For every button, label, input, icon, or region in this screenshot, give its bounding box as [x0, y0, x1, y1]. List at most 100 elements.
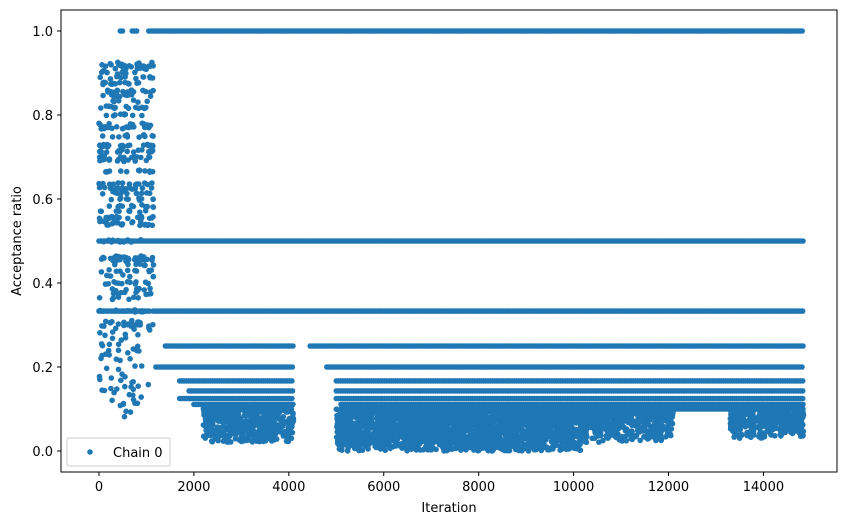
data-point	[138, 237, 144, 243]
data-point	[98, 69, 105, 76]
data-point	[101, 153, 108, 159]
data-point	[127, 409, 134, 415]
data-point	[108, 239, 115, 245]
data-point	[134, 65, 141, 72]
data-point	[108, 196, 115, 203]
data-point	[100, 254, 106, 261]
data-point	[128, 124, 134, 130]
data-point	[113, 307, 119, 314]
data-point	[106, 203, 113, 209]
data-point	[250, 428, 257, 434]
data-point	[110, 290, 117, 297]
data-point	[141, 180, 148, 186]
data-point	[228, 407, 235, 414]
data-point	[125, 350, 131, 356]
data-point	[254, 408, 261, 414]
data-point	[124, 237, 131, 243]
data-point	[98, 355, 104, 362]
data-point	[289, 395, 295, 402]
data-point	[270, 437, 277, 443]
data-point	[203, 414, 209, 421]
data-point	[272, 409, 279, 416]
data-point	[147, 285, 153, 292]
data-point	[118, 168, 124, 174]
data-point	[122, 111, 129, 118]
data-point	[289, 388, 296, 394]
data-point	[116, 134, 122, 140]
data-point	[138, 196, 145, 202]
data-point	[252, 413, 258, 420]
data-point	[109, 134, 116, 140]
data-point	[100, 79, 106, 86]
data-point	[149, 222, 156, 229]
data-point	[115, 341, 122, 348]
data-point	[114, 185, 121, 191]
data-point	[138, 394, 144, 400]
data-point	[97, 143, 104, 150]
data-point	[101, 184, 108, 191]
data-point	[103, 365, 110, 372]
data-point	[143, 291, 149, 298]
data-point	[106, 103, 113, 110]
data-point	[290, 343, 296, 349]
data-point	[150, 133, 156, 139]
data-point	[113, 208, 120, 214]
data-point	[799, 378, 806, 384]
data-point	[113, 213, 120, 220]
data-point	[202, 422, 208, 428]
data-point	[136, 348, 142, 354]
data-point	[106, 341, 113, 348]
data-point	[103, 143, 109, 149]
data-point	[150, 204, 156, 210]
data-point	[109, 397, 115, 404]
data-point	[97, 376, 103, 383]
data-point	[115, 98, 122, 104]
data-point	[115, 156, 122, 163]
data-point	[115, 61, 122, 68]
data-point	[126, 185, 133, 191]
data-point	[204, 432, 211, 439]
data-point	[150, 196, 156, 203]
data-point	[121, 413, 128, 420]
data-point	[134, 154, 140, 160]
data-point	[242, 408, 248, 415]
data-point	[127, 273, 133, 280]
data-point	[128, 202, 135, 209]
data-point	[104, 272, 110, 279]
data-point	[127, 356, 133, 362]
data-point	[130, 386, 137, 393]
data-point	[122, 331, 129, 338]
data-point	[146, 153, 152, 160]
data-point	[218, 410, 224, 417]
data-point	[98, 208, 105, 215]
data-point	[223, 417, 229, 424]
data-point	[234, 414, 241, 420]
data-point	[133, 190, 140, 197]
data-point	[99, 342, 106, 349]
data-point	[124, 279, 131, 285]
data-point	[212, 435, 219, 442]
data-point	[97, 330, 103, 336]
data-point	[96, 148, 103, 155]
data-point	[142, 208, 149, 214]
data-point	[125, 261, 131, 268]
data-point	[106, 267, 112, 273]
data-point	[123, 254, 129, 261]
data-point	[110, 181, 116, 187]
data-point	[132, 182, 139, 188]
data-point	[115, 280, 122, 287]
data-point	[285, 437, 292, 443]
data-point	[126, 142, 133, 148]
data-point	[125, 80, 131, 87]
data-point	[148, 185, 155, 191]
data-point	[126, 208, 132, 214]
data-point	[129, 379, 135, 386]
data-point	[137, 209, 143, 215]
data-point	[147, 89, 154, 95]
data-point	[122, 374, 128, 380]
data-point	[268, 406, 274, 413]
data-point	[113, 356, 120, 363]
data-point	[120, 272, 126, 278]
data-point	[130, 321, 136, 328]
